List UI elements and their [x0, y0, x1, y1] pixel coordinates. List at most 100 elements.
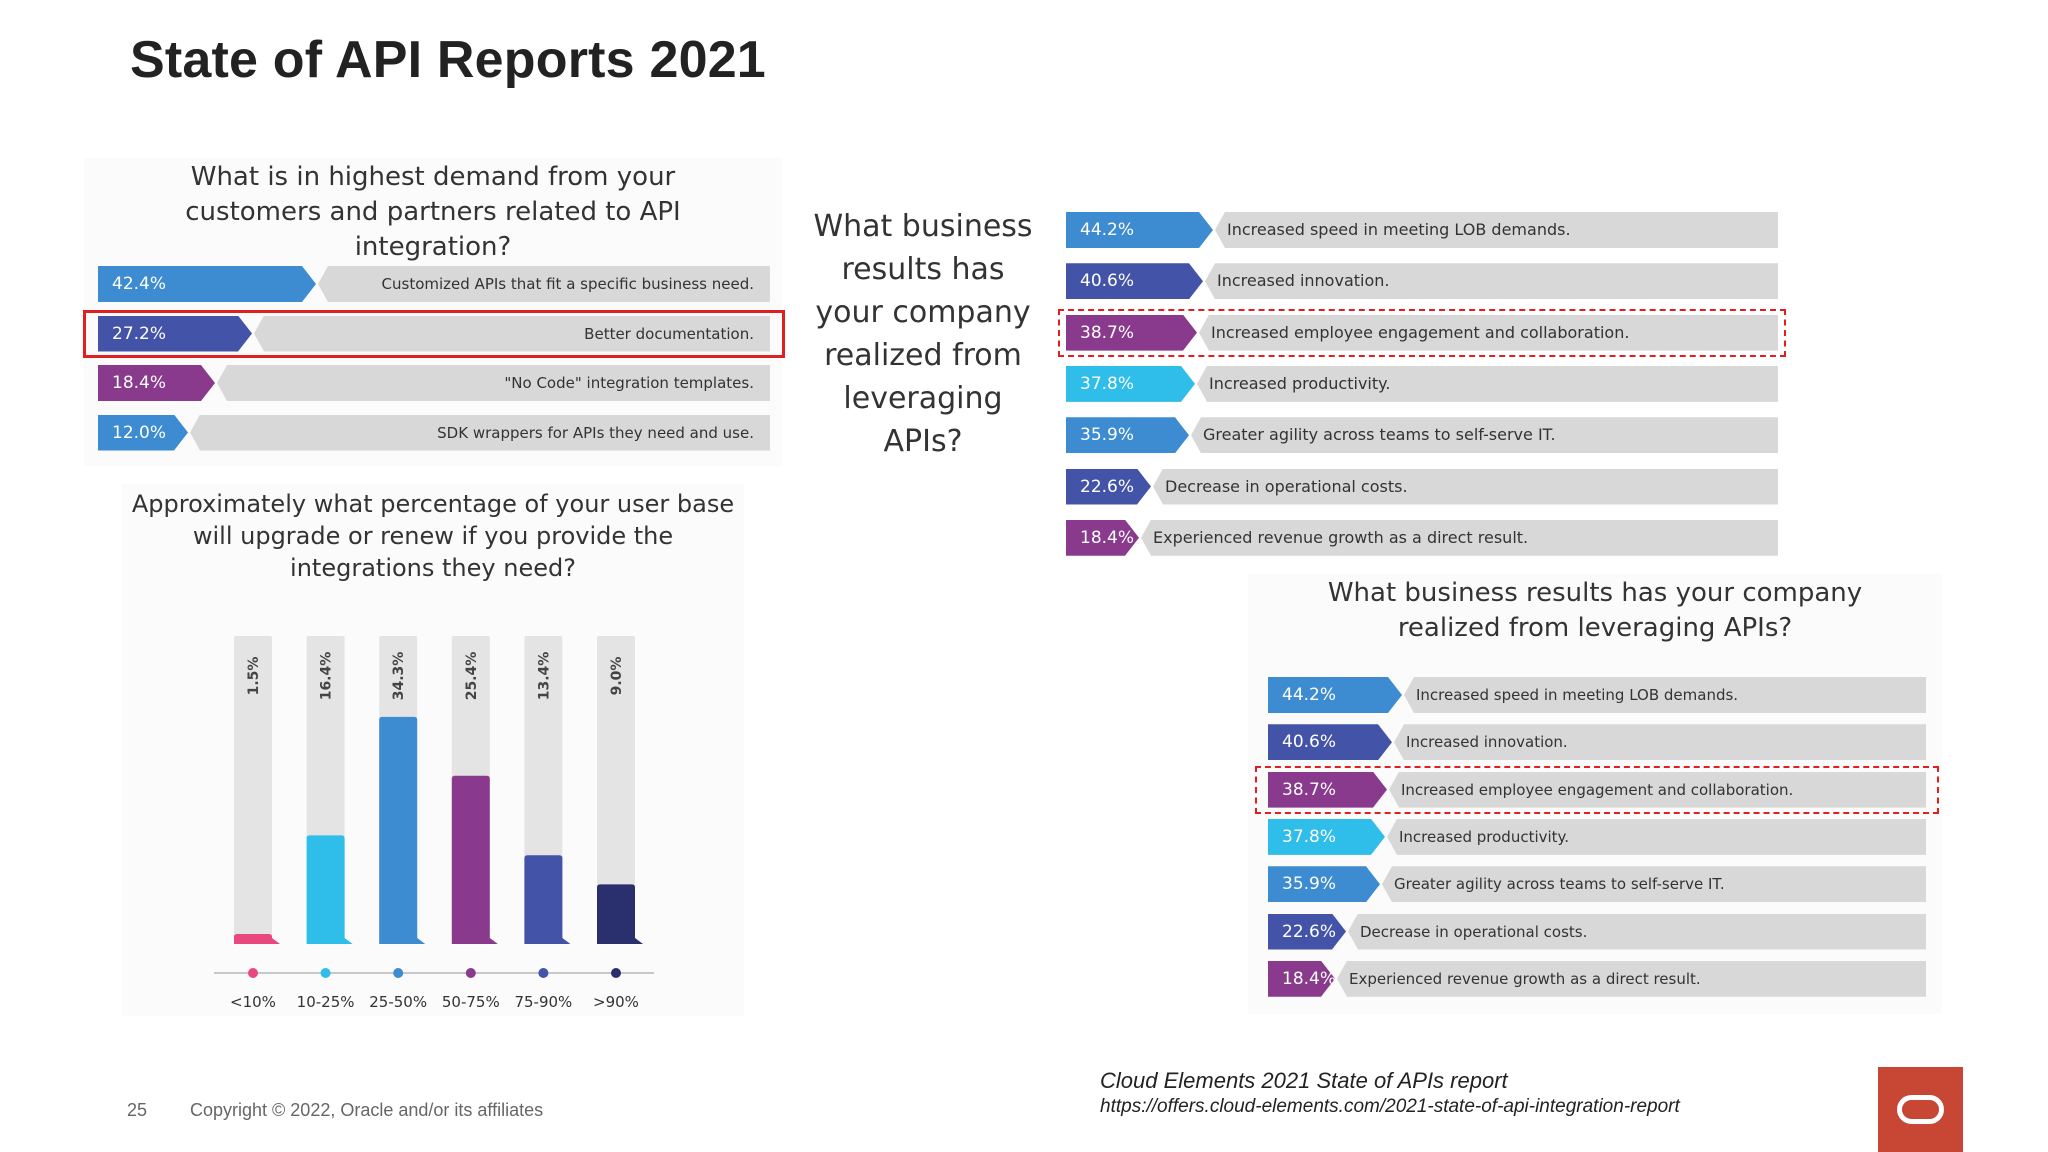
bar-category-label: Increased employee engagement and collab…: [1401, 780, 1794, 799]
highlight-box: [1255, 765, 1939, 814]
upgrade-chart-title: Approximately what percentage of your us…: [131, 490, 735, 582]
bar-track: [1141, 519, 1778, 556]
bar-track: [1404, 677, 1926, 713]
bar-category-label: Greater agility across teams to self-ser…: [1203, 425, 1556, 445]
bar-value-label: 25.4%: [464, 652, 480, 701]
axis-dot: [393, 968, 404, 978]
bar-value-label: 1.5%: [246, 657, 262, 696]
bar-track: [217, 365, 770, 401]
results-chart-2-title: What business results has your company r…: [1327, 578, 1863, 643]
bar: [1066, 315, 1197, 351]
x-tick-label: 10-25%: [297, 993, 355, 1011]
bar-value-label: 44.2%: [1282, 685, 1337, 705]
bar-category-label: Greater agility across teams to self-ser…: [1394, 875, 1725, 894]
bar-row: 37.8% Increased productivity.: [1268, 818, 1926, 855]
x-tick-label: 50-75%: [442, 993, 500, 1011]
x-tick-label: 75-90%: [514, 993, 572, 1011]
bar-row: 40.6% Increased innovation.: [1066, 263, 1778, 300]
x-tick-label: <10%: [230, 993, 276, 1011]
bar-category-label: Experienced revenue growth as a direct r…: [1349, 969, 1701, 988]
highlight-box: [83, 309, 785, 358]
copyright-text: Copyright © 2022, Oracle and/or its affi…: [190, 1100, 544, 1120]
bar-track: [597, 636, 635, 944]
upgrade-chart-plot: 1.5% <10% 16.4% 10-25% 34.3% 25-50% 25.4% 50-75…: [214, 636, 654, 1011]
bar-track: [1191, 417, 1778, 454]
x-tick-label: 25-50%: [369, 993, 427, 1011]
bar-value-label: 22.6%: [1282, 921, 1337, 942]
bar-track: [190, 414, 770, 451]
bar: [1268, 961, 1335, 997]
bar-track: [1348, 913, 1926, 950]
bar-row: 12.0% SDK wrappers for APIs they need and…: [98, 414, 770, 451]
bar: [1268, 724, 1392, 760]
bar-value-label: 18.4%: [112, 373, 167, 393]
page-number: 25: [127, 1100, 148, 1120]
axis-dot: [248, 968, 258, 978]
bar: [1066, 366, 1195, 402]
bar: [1268, 819, 1385, 855]
bar: [306, 835, 353, 944]
bar: [98, 266, 316, 302]
bar-track: [1205, 263, 1778, 300]
bar-value-label: 44.2%: [1080, 220, 1135, 240]
bar-value-label: 37.8%: [1282, 826, 1337, 847]
axis-dot: [320, 968, 331, 978]
bar: [98, 415, 188, 451]
bar-category-label: Increased speed in meeting LOB demands.: [1416, 686, 1739, 704]
axis-dot: [611, 968, 621, 978]
axis-dot: [465, 968, 476, 978]
bar-category-label: Increased speed in meeting LOB demands.: [1227, 220, 1571, 239]
bar-value-label: 38.7%: [1080, 322, 1135, 343]
bar-value-label: 35.9%: [1080, 425, 1135, 446]
bar-value-label: 37.8%: [1080, 373, 1135, 394]
bar-row: 27.2% Better documentation.: [98, 315, 770, 352]
bar-row: 18.4% Experienced revenue growth as a dir…: [1268, 960, 1926, 997]
bar-row: 35.9% Greater agility across teams to sel…: [1066, 417, 1778, 454]
bar-value-label: 9.0%: [609, 657, 625, 696]
bar-row: 38.7% Increased employee engagement and c…: [1268, 771, 1926, 808]
bar-track: [234, 636, 272, 944]
bar: [597, 884, 643, 944]
bar: [1066, 469, 1151, 505]
bar-value-label: 18.4%: [1080, 527, 1135, 548]
bar-row: 22.6% Decrease in operational costs.: [1066, 468, 1778, 505]
bar-category-label: Increased innovation.: [1406, 733, 1568, 752]
bar-category-label: SDK wrappers for APIs they need and use.: [437, 423, 754, 442]
bar-row: 38.7% Increased employee engagement and c…: [1066, 314, 1778, 351]
bar-row: 40.6% Increased innovation.: [1268, 724, 1926, 761]
bar-track: [1215, 212, 1778, 248]
bar-value-label: 35.9%: [1282, 874, 1337, 895]
bar-category-label: Increased productivity.: [1399, 827, 1570, 846]
bar-track: [1394, 724, 1926, 761]
bar-track: [254, 315, 770, 352]
bar: [98, 316, 252, 352]
bar: [98, 365, 215, 401]
bar-track: [1382, 866, 1926, 903]
slide-title: State of API Reports 2021: [130, 31, 766, 89]
bar-value-label: 38.7%: [1282, 779, 1337, 800]
bar-value-label: 34.3%: [391, 652, 407, 701]
bar: [1268, 772, 1387, 808]
bar-track: [318, 266, 770, 302]
bar: [1268, 914, 1346, 950]
bar-category-label: Increased employee engagement and collab…: [1211, 322, 1630, 342]
bar: [379, 716, 426, 944]
bar-row: 37.8% Increased productivity.: [1066, 365, 1778, 402]
source-title: Cloud Elements 2021 State of APIs report: [1100, 1068, 1508, 1093]
bar-value-label: 16.4%: [319, 652, 335, 701]
bar-value-label: 22.6%: [1080, 476, 1135, 497]
bar: [1066, 263, 1203, 299]
bar-track: [1389, 771, 1926, 808]
bar-category-label: Better documentation.: [584, 324, 754, 343]
highlight-box: [1058, 308, 1786, 357]
demand-chart-title: What is in highest demand from your cust…: [185, 162, 681, 262]
bar-value-label: 42.4%: [112, 274, 167, 294]
bar: [1066, 417, 1189, 453]
bar-row: 18.4% Experienced revenue growth as a dir…: [1066, 519, 1778, 556]
bar-category-label: Experienced revenue growth as a direct r…: [1153, 527, 1529, 547]
bar-track: [1387, 818, 1926, 855]
x-tick-label: >90%: [593, 993, 639, 1011]
bar-category-label: Customized APIs that fit a specific busi…: [381, 275, 754, 293]
bar-track: [1337, 960, 1926, 997]
bar-row: 18.4% "No Code" integration templates.: [98, 365, 770, 401]
